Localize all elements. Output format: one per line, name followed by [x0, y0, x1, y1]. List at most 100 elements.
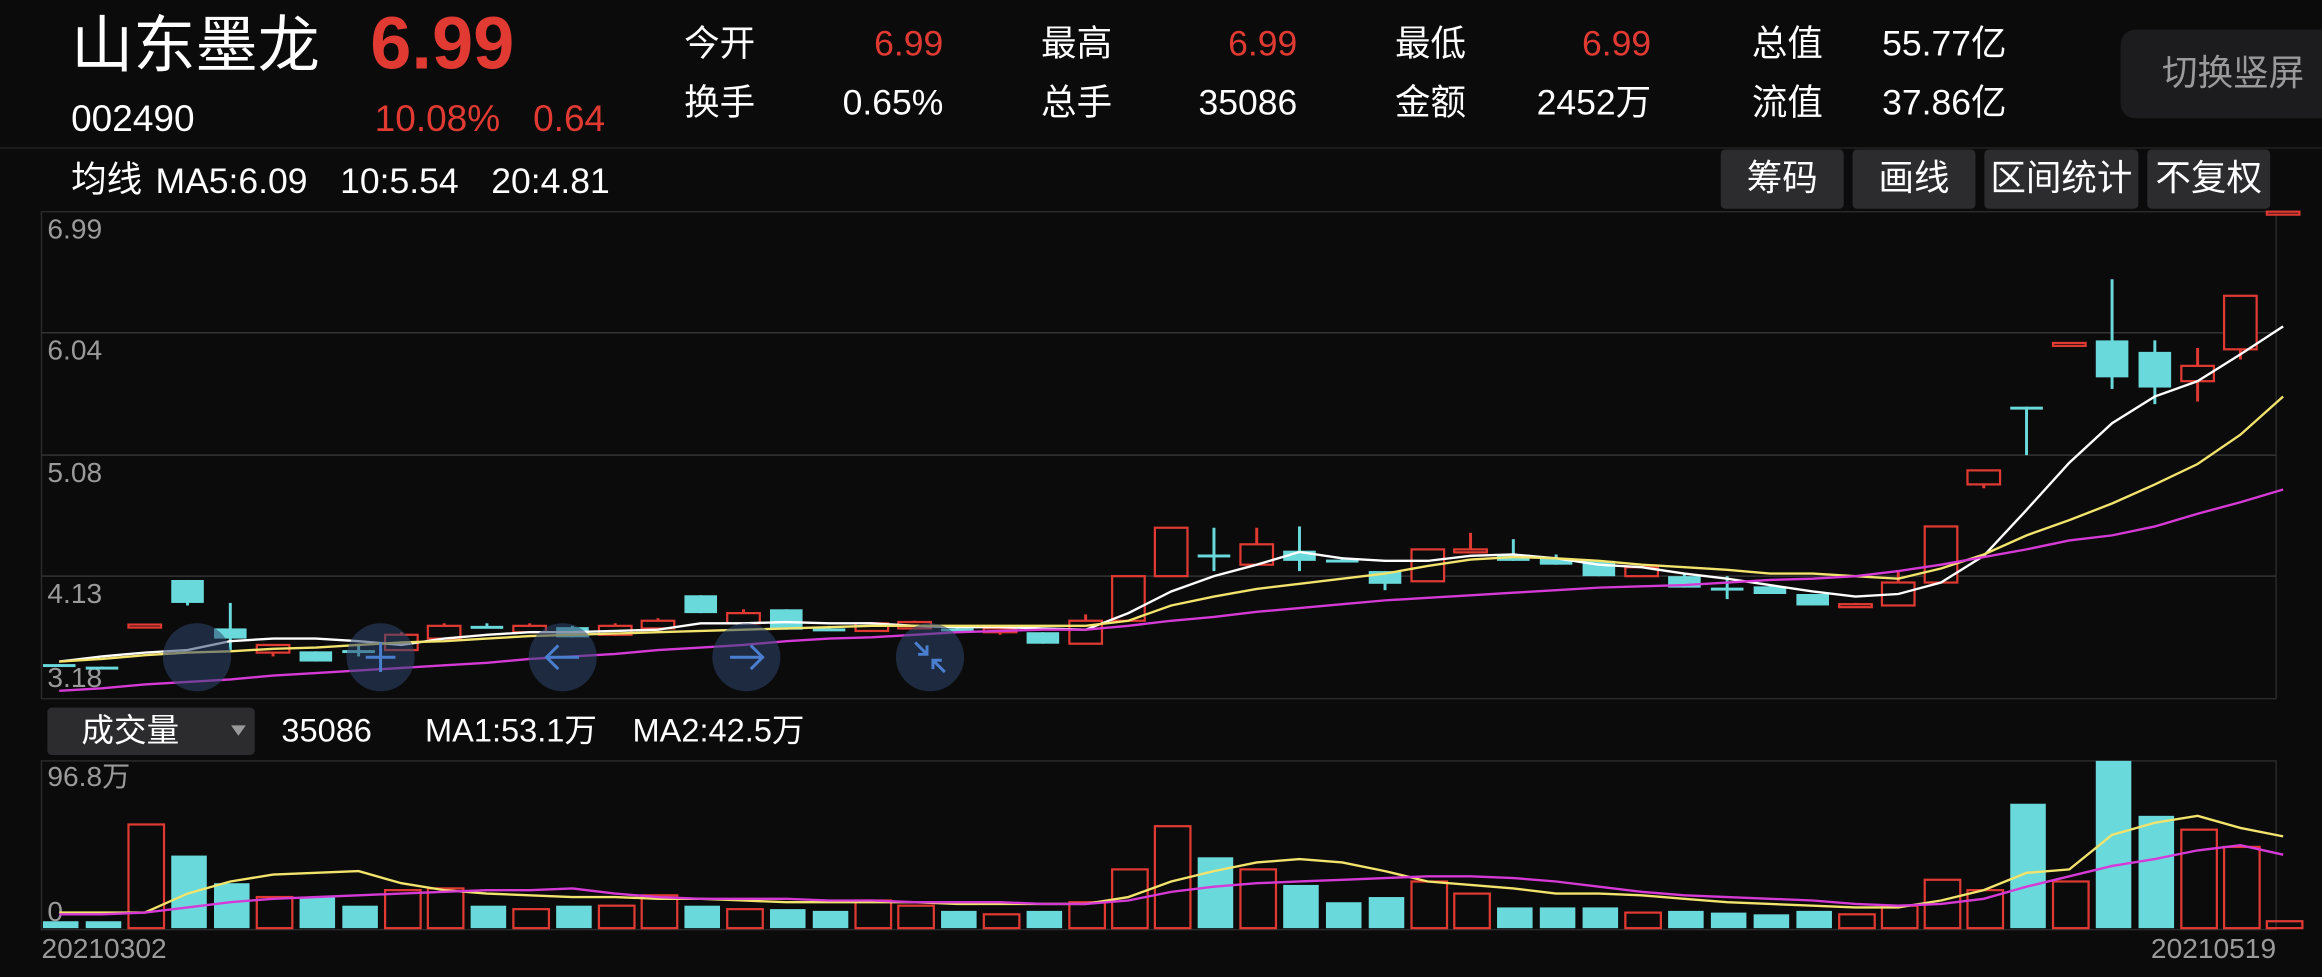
ma-line — [59, 395, 2284, 663]
price: 6.99 — [370, 1, 514, 84]
candle-body — [171, 579, 204, 603]
stat-label: 今开 — [684, 23, 755, 63]
ma-label: 均线 — [71, 159, 142, 199]
orientation-button-label[interactable]: 切换竖屏 — [2162, 53, 2304, 93]
volume-bar — [726, 908, 764, 930]
left-icon[interactable] — [544, 644, 580, 671]
candle-body — [42, 664, 76, 668]
volume-ma-legend: MA2:42.5万 — [633, 712, 805, 748]
candle-body — [812, 628, 846, 632]
right-icon[interactable] — [730, 644, 765, 671]
compress-icon[interactable] — [914, 641, 946, 674]
candle-body — [1838, 603, 1873, 609]
volume-bar — [597, 904, 636, 930]
candle-body — [1453, 548, 1488, 554]
orientation-button[interactable] — [2120, 29, 2322, 119]
stat-label: 总手 — [1041, 82, 1112, 122]
candle-body — [941, 628, 974, 632]
x-tick-label: 20210302 — [41, 933, 166, 964]
candle-body — [2051, 341, 2087, 348]
volume-bar — [2051, 880, 2090, 930]
candle-body — [1539, 558, 1573, 565]
volume-bar — [42, 921, 79, 929]
volume-bar — [1325, 902, 1362, 929]
tool-button-label[interactable]: 筹码 — [1747, 158, 1818, 198]
candle-body — [2265, 210, 2301, 216]
x-tick-label: 20210519 — [2151, 933, 2276, 964]
volume-frame — [40, 760, 2277, 931]
volume-selector[interactable] — [47, 707, 255, 755]
volume-bar — [255, 895, 294, 930]
stat-value: 6.99 — [1582, 23, 1651, 63]
volume-bar — [342, 905, 378, 929]
volume-bar — [1239, 868, 1278, 930]
volume-ma-line — [59, 844, 2284, 916]
stat-label: 最高 — [1041, 23, 1112, 63]
candle-body — [1710, 587, 1744, 591]
candle-body — [769, 609, 803, 630]
nav-button[interactable] — [895, 623, 965, 692]
y-tick-label: 4.13 — [47, 578, 102, 609]
tool-button-label[interactable]: 画线 — [1878, 158, 1949, 198]
stat-value: 35086 — [1198, 82, 1297, 122]
stock-name: 山东墨龙 — [71, 12, 320, 81]
stat-label: 金额 — [1395, 82, 1466, 122]
volume-bar — [1026, 910, 1063, 929]
volume-bar — [1582, 907, 1619, 929]
stat-value: 0.65% — [843, 82, 944, 122]
volume-ma-legend: MA1:53.1万 — [425, 712, 597, 748]
candle-body — [1966, 469, 2002, 486]
dropdown-arrow[interactable] — [231, 725, 246, 736]
volume-bar — [1453, 892, 1491, 930]
stat-value: 6.99 — [874, 23, 943, 63]
y-tick-label: 6.99 — [47, 213, 102, 244]
zoom-in-icon[interactable] — [365, 642, 396, 673]
y-tick-label: 5.08 — [47, 457, 102, 488]
volume-bar — [1539, 907, 1576, 929]
volume-bar — [897, 904, 935, 930]
stat-value: 2452万 — [1537, 82, 1652, 122]
candle-body — [299, 651, 333, 662]
nav-button[interactable] — [162, 623, 232, 692]
volume-bar — [1368, 897, 1405, 929]
tool-button-label[interactable]: 区间统计 — [1990, 158, 2132, 198]
current-volume: 35086 — [281, 712, 372, 748]
volume-bar — [426, 887, 465, 930]
candle-body — [726, 612, 761, 625]
y-tick-label: 6.04 — [47, 334, 102, 365]
stat-label: 换手 — [684, 82, 755, 122]
volume-bar — [1668, 910, 1704, 929]
volume-bar — [1710, 912, 1747, 929]
volume-bar — [85, 921, 122, 929]
tool-button-label[interactable]: 不复权 — [2155, 158, 2262, 198]
volume-bar — [171, 855, 207, 929]
ma-legend: 20:4.81 — [491, 161, 610, 201]
volume-bar — [214, 883, 250, 929]
candle-body — [1325, 559, 1359, 563]
volume-bar — [299, 897, 336, 929]
change: 0.64 — [533, 97, 605, 139]
tool-button[interactable] — [1984, 149, 2139, 209]
candle-body — [470, 625, 504, 629]
volume-selector-label[interactable]: 成交量 — [81, 712, 179, 748]
candle-body — [127, 623, 163, 629]
candle-body — [2010, 406, 2043, 410]
tool-button[interactable] — [1852, 149, 1976, 209]
candle-body — [2222, 294, 2258, 351]
candle-body — [1026, 632, 1060, 644]
volume-bar — [512, 908, 551, 930]
candle-body — [1153, 526, 1189, 578]
ma-legend: MA5:6.09 — [155, 161, 307, 201]
volume-bar — [1283, 884, 1319, 929]
volume-bar — [556, 905, 592, 929]
stock-code: 002490 — [71, 97, 194, 139]
volume-bar — [2180, 828, 2218, 930]
tool-button[interactable] — [2147, 149, 2271, 209]
volume-bar — [1624, 911, 1662, 930]
ma-legend: 10:5.54 — [340, 161, 459, 201]
candle-body — [214, 628, 247, 639]
tool-button[interactable] — [1720, 149, 1844, 209]
